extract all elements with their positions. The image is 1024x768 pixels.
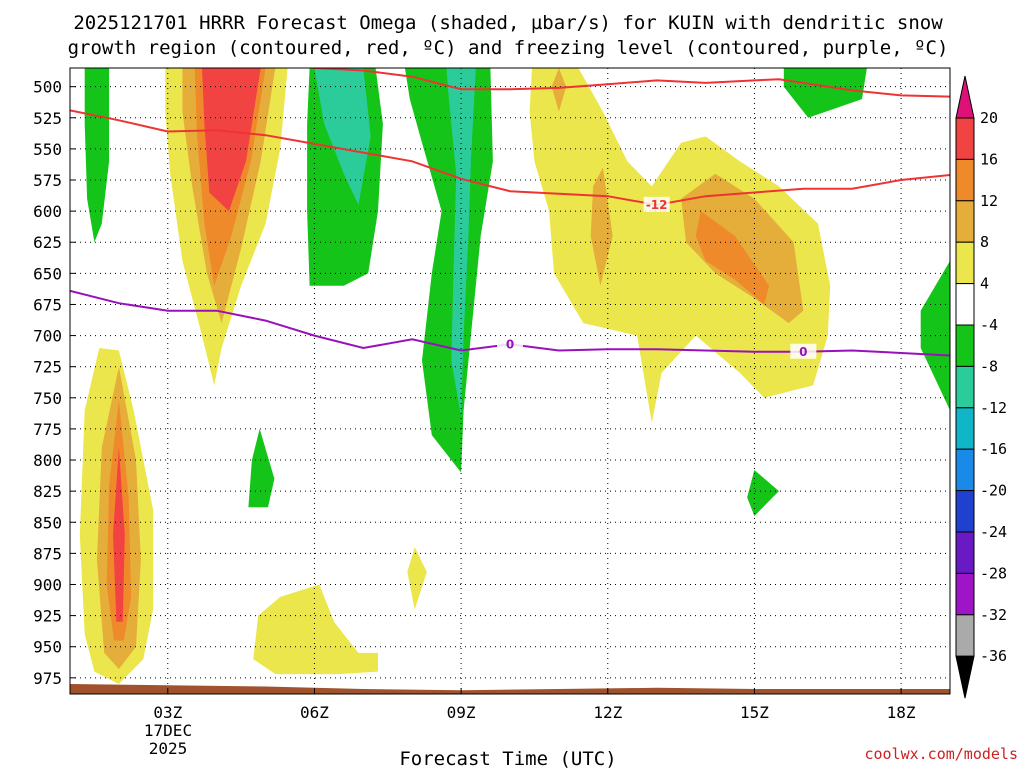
y-tick-575: 575 [33,171,62,190]
credit-link[interactable]: coolwx.com/models [864,745,1018,763]
x-tick-15Z: 15Z [740,703,769,722]
gridlines [70,68,950,694]
colorbar-swatch-1 [955,158,975,202]
omega-region-10 [314,68,371,205]
colorbar-swatch-11 [955,572,975,616]
colorbar-swatch-0 [955,117,975,160]
y-tick-550: 550 [33,140,62,159]
y-tick-600: 600 [33,202,62,221]
y-tick-950: 950 [33,638,62,657]
plot-frame [69,67,951,695]
date-label-year: 2025 [149,739,188,758]
omega-region-11 [404,68,493,473]
y-tick-825: 825 [33,482,62,501]
colorbar-label--16: -16 [980,440,1007,458]
y-tick-775: 775 [33,420,62,439]
colorbar-swatch-9 [955,490,975,533]
x-tick-09Z: 09Z [447,703,476,722]
omega-region-22 [407,547,427,610]
dgz-contour-label: -12 [646,198,668,212]
title-line-1: 2025121701 HRRR Forecast Omega (shaded, … [73,12,943,34]
x-tick-03Z: 03Z [153,703,182,722]
dgz-contour-lower [314,68,950,98]
dgz-contour-upper [70,109,950,206]
y-tick-725: 725 [33,358,62,377]
colorbar-swatch-12 [955,614,975,657]
colorbar-swatch-4 [955,283,975,326]
omega-region-18 [783,68,867,118]
colorbar-label-20: 20 [980,109,998,127]
omega-region-23 [253,584,378,675]
y-tick-700: 700 [33,327,62,346]
omega-region-21 [747,470,779,516]
omega-region-3 [113,447,125,622]
omega-region-8 [202,68,261,212]
colorbar-label-12: 12 [980,192,998,210]
colorbar-swatch-6 [955,365,975,409]
x-axis: 03Z 06Z 09Z 12Z 15Z 18Z [153,688,916,722]
contours: -12 0 0 [70,68,950,359]
omega-region-4 [84,68,110,243]
y-tick-500: 500 [33,78,62,97]
y-tick-925: 925 [33,607,62,626]
title-line-2: growth region (contoured, red, ºC) and f… [68,37,949,59]
colorbar-label--8: -8 [980,357,998,375]
terrain-band [70,684,950,694]
colorbar-label--20: -20 [980,482,1007,500]
colorbar-label-16: 16 [980,150,998,168]
colorbar-swatch-8 [955,448,975,492]
x-tick-18Z: 18Z [887,703,916,722]
y-tick-525: 525 [33,109,62,128]
colorbar-label-4: 4 [980,275,989,293]
omega-region-17 [695,211,770,305]
y-tick-800: 800 [33,451,62,470]
chart-title: 2025121701 HRRR Forecast Omega (shaded, … [68,12,949,59]
colorbar-swatch-2 [955,200,975,243]
omega-region-13 [529,68,831,423]
colorbar-swatch-10 [955,531,975,574]
colorbar-label--4: -4 [980,316,998,334]
freezing-contour-label-1: 0 [506,337,514,351]
omega-region-15 [590,167,613,286]
colorbar: 20 16 12 8 4 -4 -8 -12 -16 -20 -24 -28 -32 -36 [955,75,1007,699]
omega-region-16 [551,68,567,112]
colorbar-label-8: 8 [980,233,989,251]
colorbar-label--28: -28 [980,564,1007,582]
colorbar-swatch-5 [955,324,975,367]
colorbar-label--12: -12 [980,399,1007,417]
y-axis: 500 525 550 575 600 625 650 675 700 725 750 775 800 8… [33,78,76,688]
x-axis-label: Forecast Time (UTC) [399,748,616,768]
colorbar-label--36: -36 [980,647,1007,665]
colorbar-swatch-7 [955,407,975,450]
y-tick-650: 650 [33,264,62,283]
y-tick-875: 875 [33,544,62,563]
colorbar-under-arrow [955,655,975,699]
colorbar-label--24: -24 [980,523,1007,541]
omega-region-20 [248,428,275,508]
x-tick-12Z: 12Z [593,703,622,722]
omega-shading [79,68,950,684]
colorbar-label--32: -32 [980,606,1007,624]
omega-region-12 [446,68,476,417]
colorbar-over-arrow [955,75,975,119]
freezing-contour-label-2: 0 [799,345,807,359]
y-tick-675: 675 [33,295,62,314]
y-tick-900: 900 [33,575,62,594]
x-tick-06Z: 06Z [300,703,329,722]
y-tick-975: 975 [33,669,62,688]
terrain-fill [70,684,950,694]
colorbar-swatch-3 [955,241,975,285]
y-tick-750: 750 [33,389,62,408]
y-tick-625: 625 [33,233,62,252]
date-label-day: 17DEC [144,721,192,740]
y-tick-850: 850 [33,513,62,532]
